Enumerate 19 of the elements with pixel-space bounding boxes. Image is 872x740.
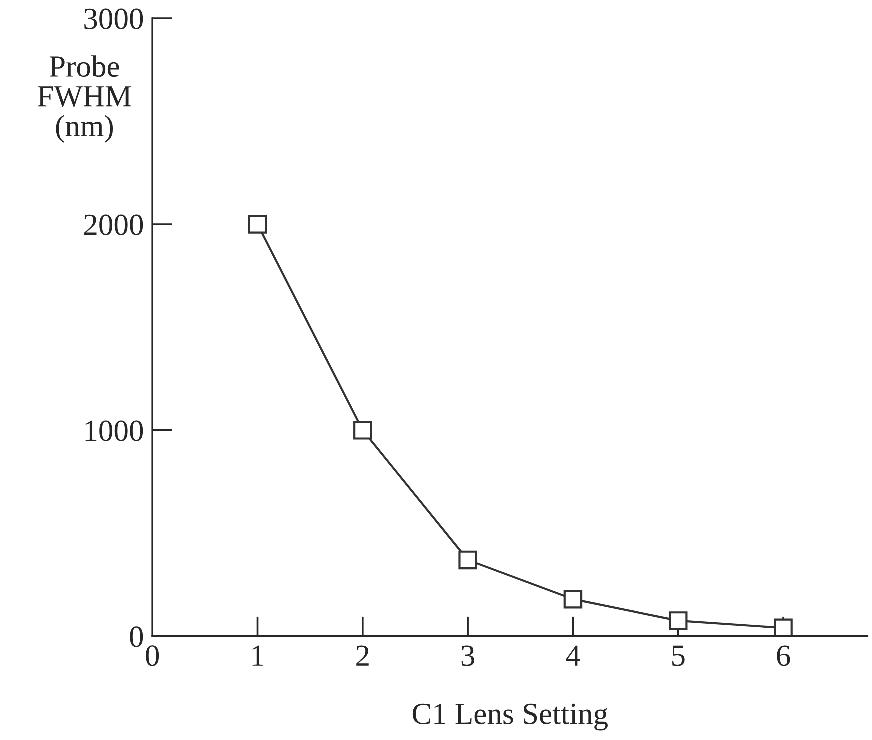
y-tick-label: 3000 (84, 8, 144, 30)
y-tick-label: 2000 (84, 214, 144, 236)
x-tick-label: 0 (146, 646, 160, 666)
point (458, 550, 478, 570)
y-axis-title: Probe FWHM (nm) (38, 56, 132, 143)
x-tick-label: 5 (672, 646, 685, 666)
x-axis-title: C1 Lens Setting (412, 704, 608, 731)
y-tick-label: 0 (130, 626, 144, 648)
y-tick-label: 1000 (86, 420, 144, 442)
x-tick-label: 6 (777, 646, 790, 666)
x-tick-label: 1 (252, 646, 264, 666)
x-tick-label: 2 (356, 646, 369, 666)
point (248, 215, 268, 234)
x-tick-label: 3 (462, 646, 475, 666)
x-tick-label: 4 (566, 646, 580, 666)
point (774, 618, 793, 636)
point (668, 612, 688, 630)
point (354, 421, 372, 440)
point (564, 590, 583, 609)
